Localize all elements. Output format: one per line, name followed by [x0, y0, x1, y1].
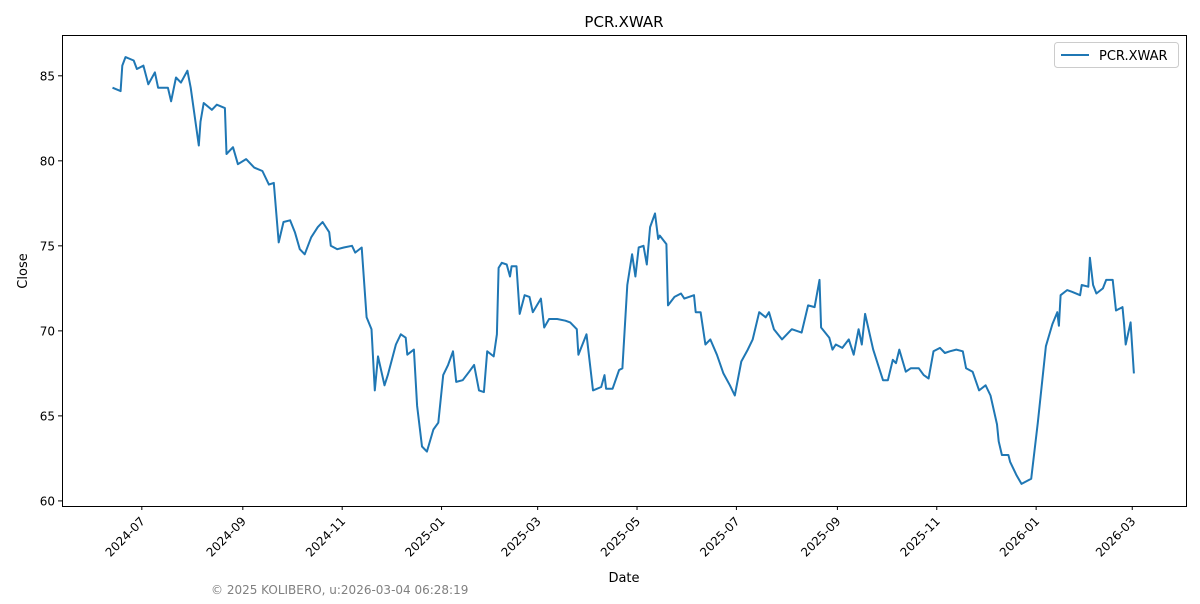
- plot-frame: [62, 35, 1187, 507]
- x-axis-label: Date: [608, 571, 639, 586]
- chart-title: PCR.XWAR: [584, 13, 663, 31]
- x-tick-label: 2024-07: [103, 514, 148, 559]
- y-tick-label: 80: [40, 154, 55, 168]
- series-line-0: [112, 56, 1135, 485]
- x-tick-label: 2026-01: [997, 514, 1042, 559]
- x-tick-label: 2025-01: [402, 514, 447, 559]
- x-tick-label: 2025-03: [498, 514, 543, 559]
- legend: PCR.XWAR: [1054, 42, 1179, 68]
- y-tick-label: 85: [40, 69, 55, 83]
- y-axis-label: Close: [16, 253, 31, 288]
- x-tick-label: 2026-03: [1093, 514, 1138, 559]
- x-tick-label: 2025-09: [798, 514, 843, 559]
- x-tick-label: 2024-09: [204, 514, 249, 559]
- legend-box: [1054, 42, 1179, 68]
- x-tick-label: 2025-05: [598, 514, 643, 559]
- x-tick-label: 2024-11: [303, 514, 348, 559]
- y-tick-label: 75: [40, 239, 55, 253]
- x-tick-label: 2025-07: [697, 514, 742, 559]
- x-tick-label: 2025-11: [898, 514, 943, 559]
- footer-watermark: © 2025 KOLIBERO, u:2026-03-04 06:28:19: [211, 583, 468, 597]
- y-tick-label: 60: [40, 494, 55, 508]
- y-tick-label: 65: [40, 409, 55, 423]
- y-tick-label: 70: [40, 324, 55, 338]
- legend-label: PCR.XWAR: [1099, 49, 1168, 64]
